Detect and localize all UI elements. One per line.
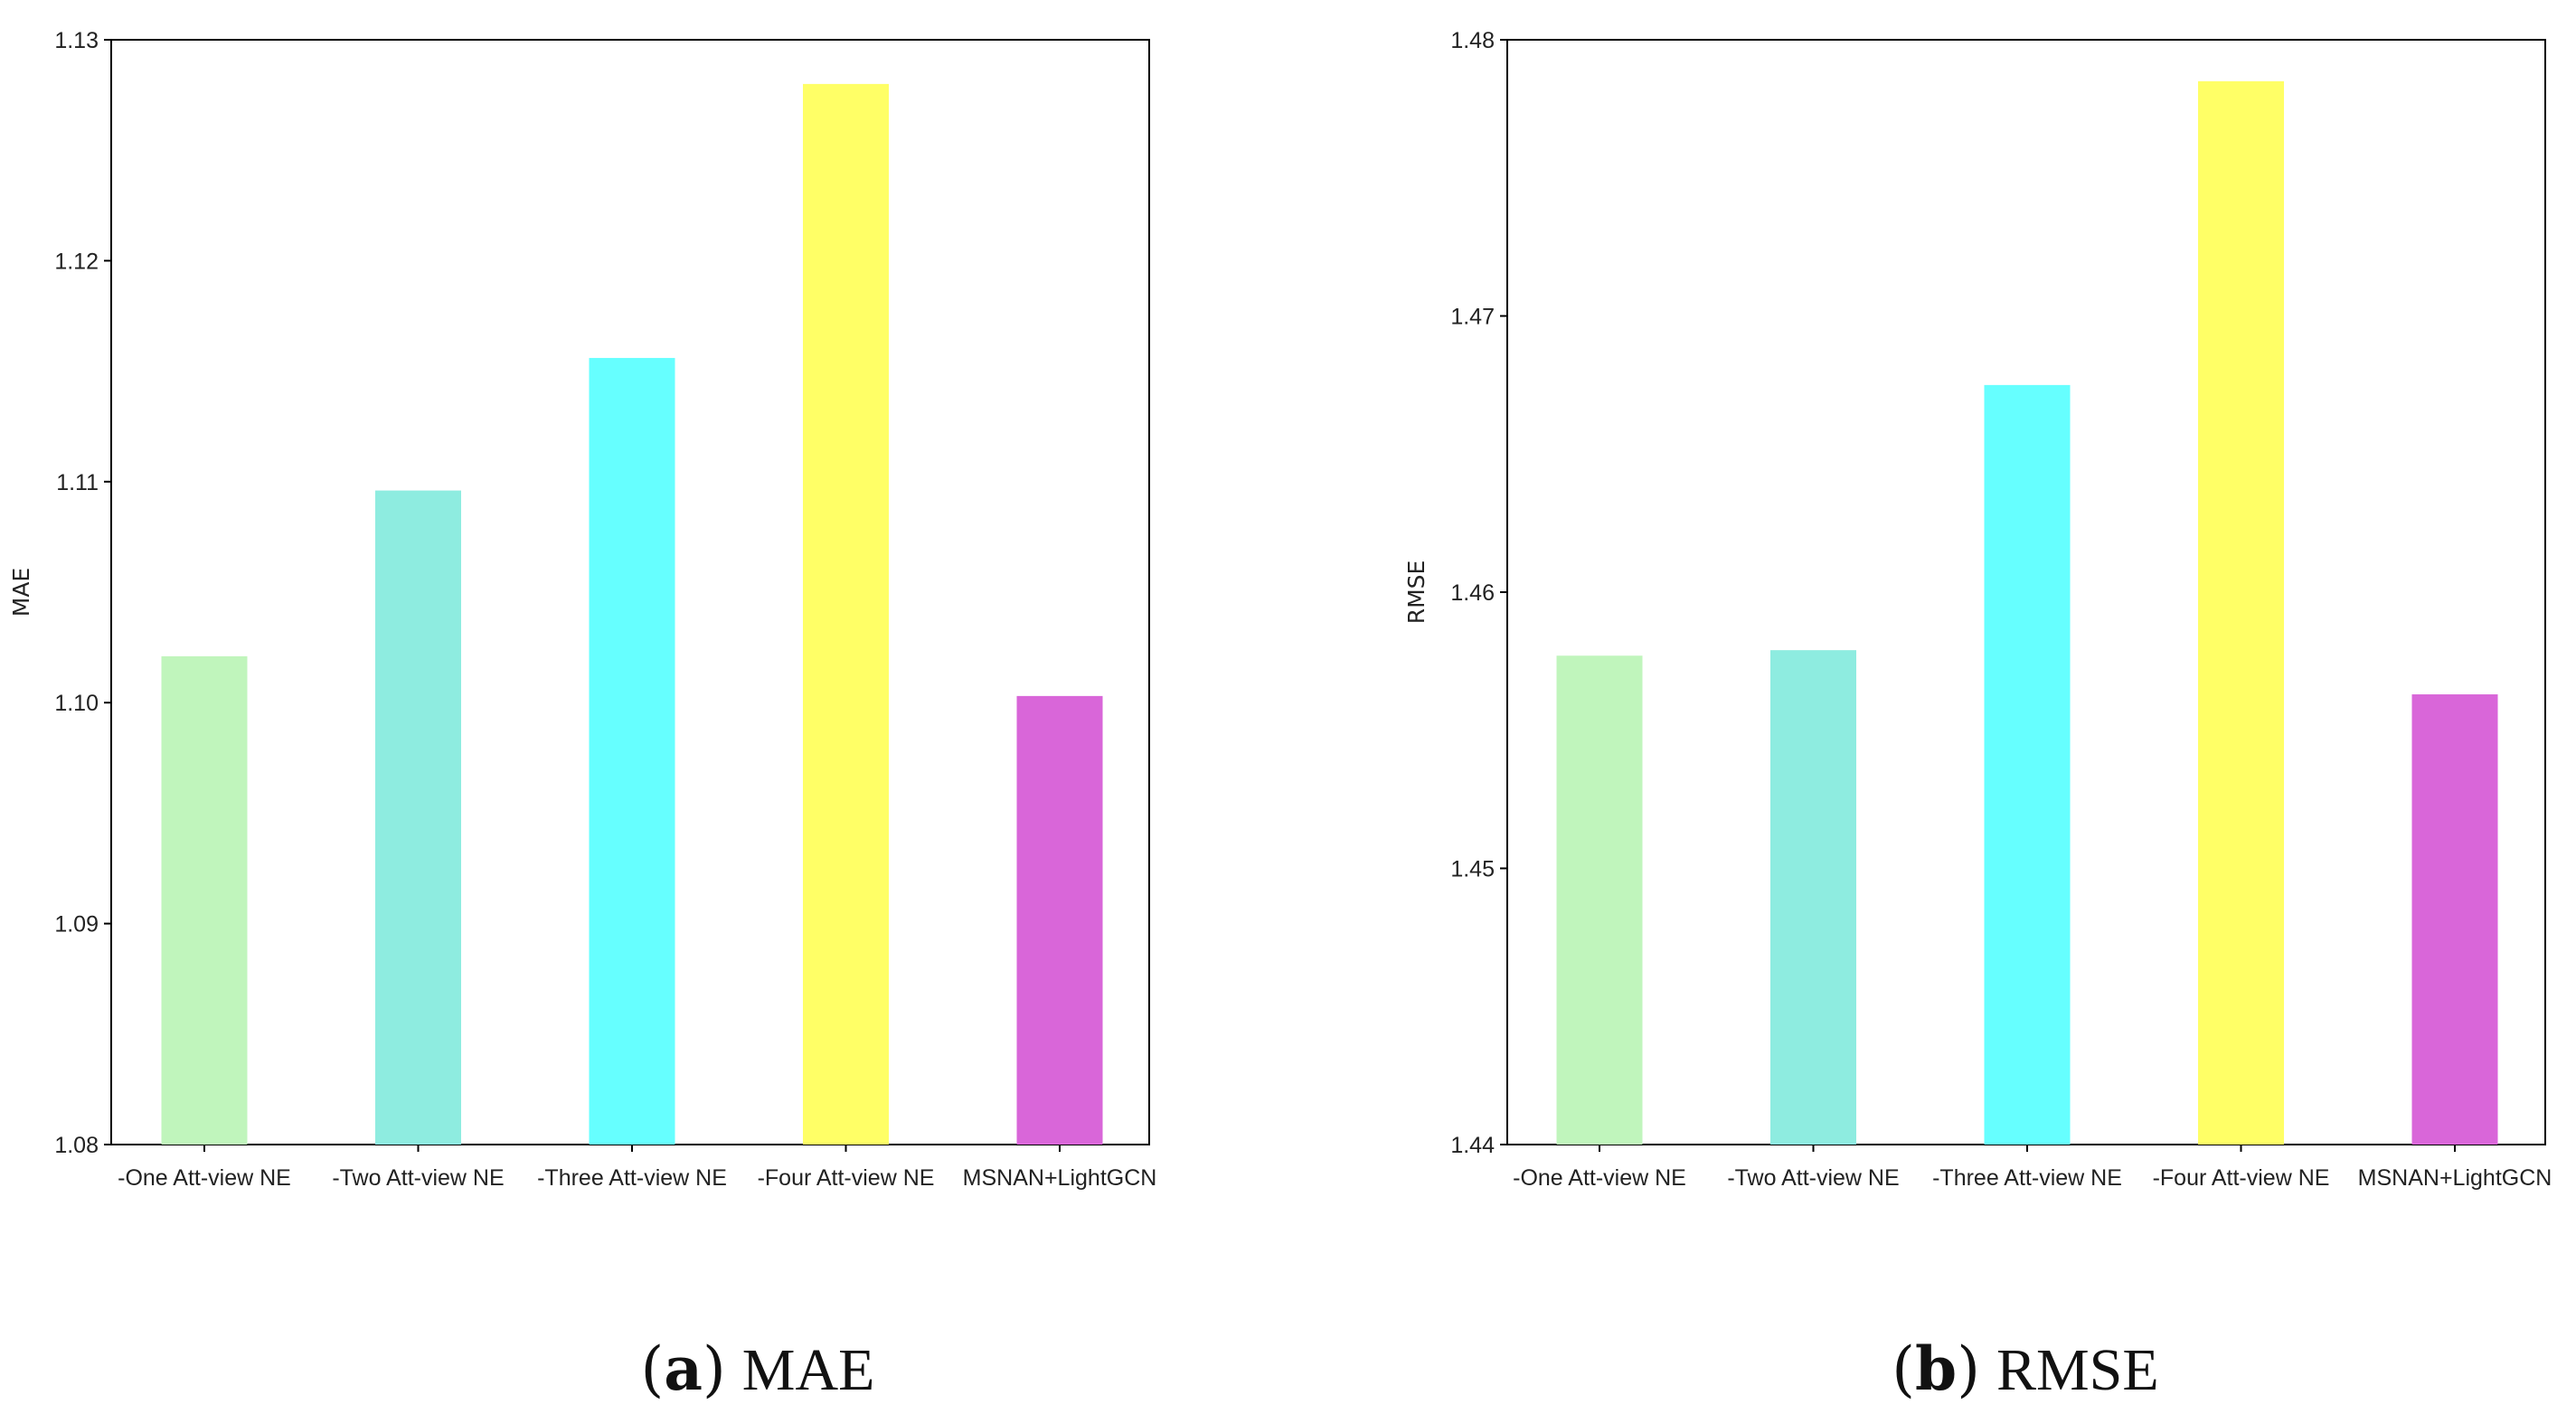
caption-title: MAE: [742, 1337, 875, 1403]
x-tick-label: -Three Att-view NE: [537, 1165, 727, 1191]
y-axis-label: MAE: [8, 568, 34, 617]
x-tick-label: -Three Att-view NE: [1932, 1165, 2122, 1191]
y-tick-label: 1.11: [56, 470, 99, 495]
x-tick-label: -Two Att-view NE: [332, 1165, 504, 1191]
caption-tag-letter: b: [1915, 1333, 1957, 1404]
x-tick-label: -Four Att-view NE: [758, 1165, 935, 1191]
chart-panel-mae: 1.08 1.09 1.10 1.11 1.12 1.13 -One Att-view N…: [8, 28, 1156, 1404]
bar-4: [803, 83, 889, 1145]
y-axis-ticks: 1.44 1.45 1.46 1.47 1.48: [1450, 28, 1507, 1158]
bar-5: [1016, 695, 1103, 1145]
y-tick-label: 1.08: [54, 1133, 99, 1158]
caption-open-paren: (: [1892, 1334, 1915, 1404]
x-tick-label: MSNAN+LightGCN: [963, 1165, 1157, 1191]
caption-close-paren: ): [1957, 1334, 1980, 1404]
x-tick-label: -One Att-view NE: [1513, 1165, 1686, 1191]
bar-5: [2411, 694, 2498, 1145]
y-tick-label: 1.47: [1450, 305, 1495, 330]
bar-group: [1556, 80, 2498, 1145]
y-tick-label: 1.13: [54, 28, 99, 53]
caption-tag-letter: a: [664, 1333, 703, 1404]
x-tick-label: -One Att-view NE: [118, 1165, 291, 1191]
panel-caption: (a) MAE: [641, 1333, 875, 1404]
y-tick-label: 1.09: [54, 912, 99, 938]
bar-3: [589, 357, 675, 1145]
y-tick-label: 1.12: [54, 249, 99, 274]
bar-2: [1770, 650, 1856, 1145]
y-tick-label: 1.10: [54, 691, 99, 716]
caption-open-paren: (: [641, 1334, 665, 1404]
x-tick-label: MSNAN+LightGCN: [2358, 1165, 2552, 1191]
x-axis-ticks: -One Att-view NE -Two Att-view NE -Three A…: [1513, 1145, 2552, 1191]
panel-caption: (b) RMSE: [1892, 1333, 2158, 1404]
x-tick-label: -Two Att-view NE: [1727, 1165, 1899, 1191]
x-tick-label: -Four Att-view NE: [2153, 1165, 2330, 1191]
bar-1: [161, 655, 248, 1145]
bar-2: [375, 490, 461, 1145]
y-tick-label: 1.46: [1450, 580, 1495, 606]
y-tick-label: 1.48: [1450, 28, 1495, 53]
y-axis-ticks: 1.08 1.09 1.10 1.11 1.12 1.13: [54, 28, 111, 1158]
y-axis-label: RMSE: [1403, 561, 1430, 625]
x-axis-ticks: -One Att-view NE -Two Att-view NE -Three A…: [118, 1145, 1156, 1191]
y-tick-label: 1.45: [1450, 857, 1495, 882]
bar-1: [1556, 655, 1643, 1145]
caption-close-paren: ): [703, 1334, 726, 1404]
bar-3: [1984, 384, 2071, 1145]
y-tick-label: 1.44: [1450, 1133, 1495, 1158]
chart-panel-rmse: 1.44 1.45 1.46 1.47 1.48 -One Att-view NE -Tw…: [1403, 28, 2552, 1404]
bar-group: [161, 83, 1103, 1145]
caption-title: RMSE: [1996, 1337, 2159, 1403]
bar-4: [2198, 80, 2284, 1145]
